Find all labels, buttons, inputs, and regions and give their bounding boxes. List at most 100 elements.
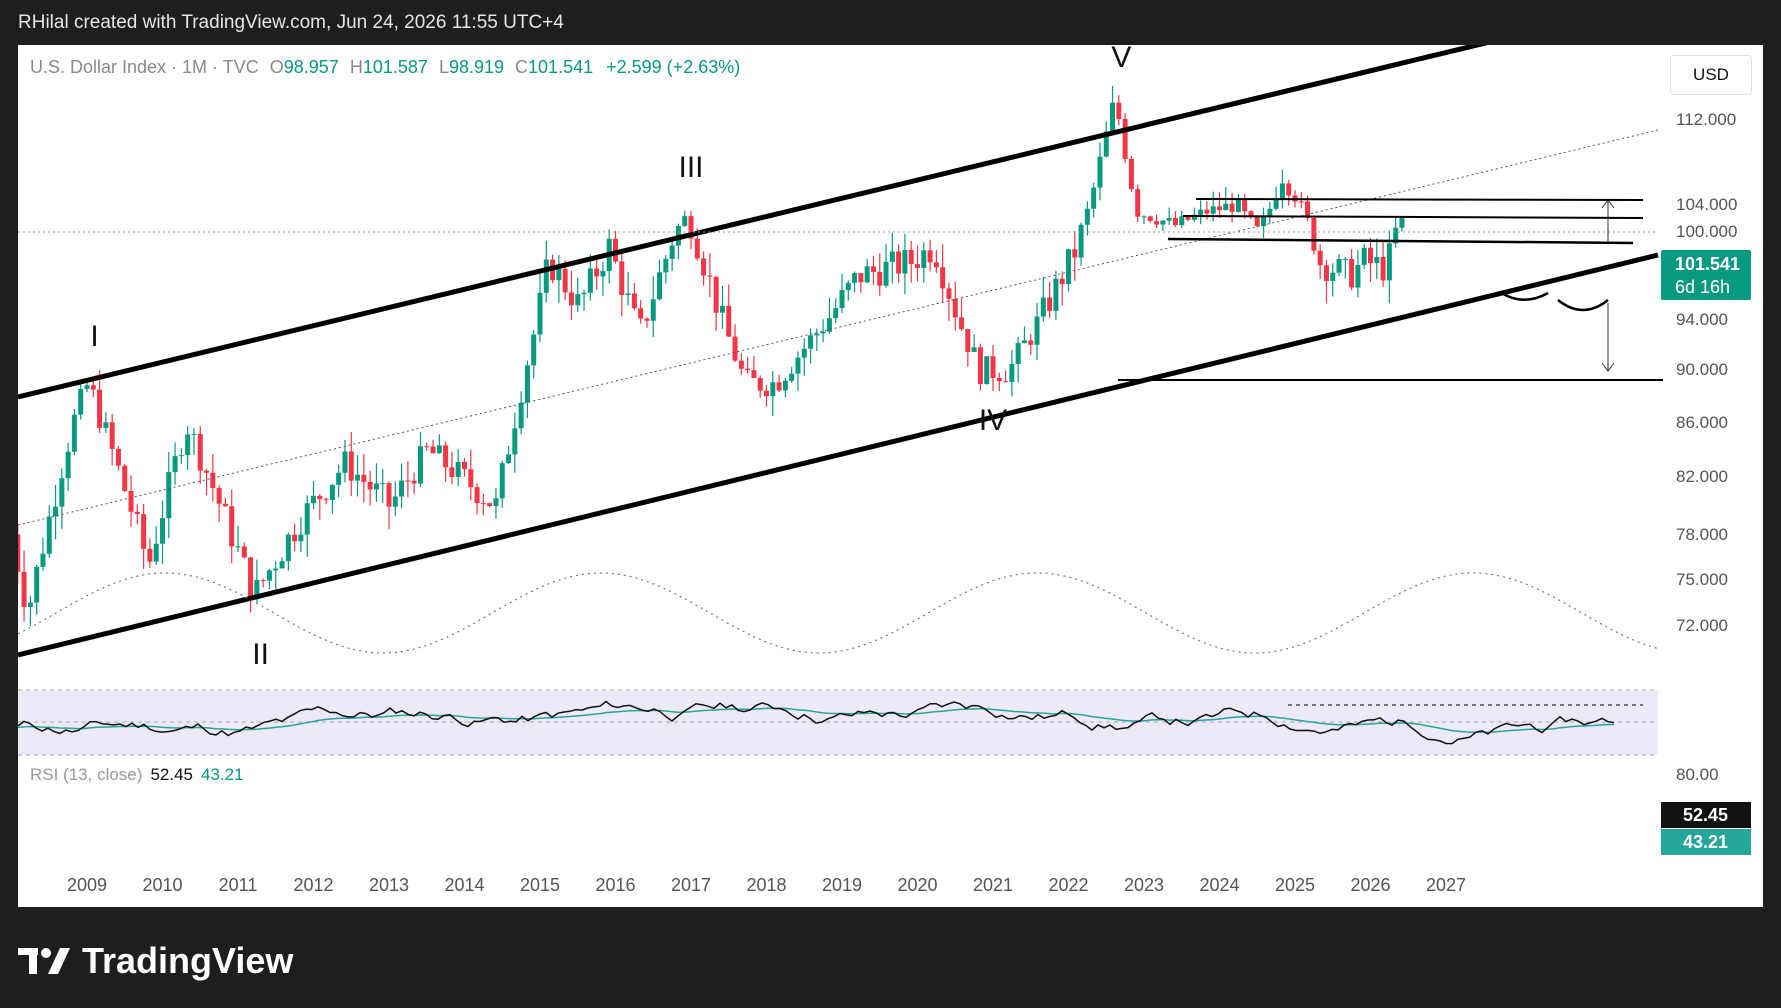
- candle-body: [852, 273, 858, 283]
- price-tick-label: 104.000: [1676, 195, 1738, 214]
- wave-label: I: [90, 320, 99, 354]
- candle-body: [336, 472, 342, 485]
- candle-body: [53, 506, 59, 517]
- candle-body: [896, 251, 902, 274]
- candle-body: [1311, 217, 1317, 251]
- candle-body: [27, 602, 33, 607]
- candle-body: [386, 483, 392, 507]
- candle-body: [814, 333, 820, 336]
- rsi-value-tag: 52.45: [1661, 802, 1751, 828]
- time-tick-label: 2017: [670, 875, 712, 895]
- candle-body: [694, 238, 700, 259]
- candle-body: [631, 293, 637, 309]
- candle-body: [782, 380, 788, 391]
- candle-body: [644, 318, 650, 321]
- candle-body: [361, 474, 367, 482]
- candle-body: [103, 422, 109, 428]
- candle-body: [178, 455, 184, 457]
- time-tick-label: 2013: [368, 875, 410, 895]
- chart-panel[interactable]: U.S. Dollar Index · 1M · TVC O98.957 H10…: [18, 41, 1763, 907]
- candle-body: [147, 548, 153, 562]
- candle-body: [638, 308, 644, 319]
- price-tick-label: 72.000: [1676, 616, 1728, 635]
- rsi-legend: RSI (13, close) 52.45 43.21: [30, 765, 244, 785]
- candle-body: [801, 348, 807, 358]
- candle-body: [575, 294, 581, 306]
- time-tick-label: 2023: [1123, 875, 1165, 895]
- candle-body: [1380, 256, 1386, 281]
- open-value: 98.957: [283, 57, 339, 77]
- rsi-ma-tag-text: 43.21: [1683, 832, 1729, 852]
- candle-body: [669, 245, 675, 259]
- candle-body: [323, 499, 329, 501]
- mid-channel-line: [18, 129, 1659, 526]
- candle-body: [399, 480, 405, 497]
- candle-body: [1217, 206, 1222, 211]
- candle-body: [858, 273, 864, 283]
- candle-body: [1229, 203, 1235, 212]
- candle-body: [531, 334, 537, 366]
- candle-body: [430, 446, 436, 454]
- candle-body: [613, 238, 618, 262]
- time-tick-label: 2020: [897, 875, 938, 895]
- candle-body: [417, 446, 423, 484]
- candle-body: [1254, 216, 1260, 227]
- candle-body: [487, 503, 493, 507]
- candle-body: [46, 516, 52, 554]
- candle-body: [1336, 259, 1342, 273]
- time-tick-label: 2022: [1048, 875, 1089, 895]
- candle-body: [1047, 297, 1053, 311]
- wave-label: III: [678, 151, 704, 185]
- candle-body: [191, 433, 197, 435]
- candle-body: [789, 373, 795, 381]
- candle-body: [1097, 156, 1103, 188]
- candle-body: [971, 347, 977, 352]
- candle-body: [197, 433, 203, 471]
- upper-channel-line: [18, 45, 1488, 400]
- currency-button[interactable]: USD: [1670, 55, 1752, 95]
- candle-body: [883, 261, 889, 286]
- candle-body: [959, 317, 965, 330]
- candle-body: [424, 446, 430, 448]
- time-tick-label: 2015: [519, 875, 561, 895]
- candle-body: [134, 511, 140, 515]
- candle-body: [839, 290, 845, 309]
- candle-body: [499, 463, 505, 499]
- candle-body: [751, 370, 757, 378]
- candle-body: [713, 276, 719, 313]
- candle-body: [1015, 343, 1021, 365]
- candle-body: [34, 566, 40, 603]
- candle-body: [185, 434, 191, 456]
- candle-body: [1053, 278, 1059, 311]
- low-value: 98.919: [448, 57, 505, 77]
- time-tick-label: 2010: [142, 875, 183, 895]
- last-price-value: 101.541: [1675, 254, 1741, 274]
- rsi-ma-tag: 43.21: [1661, 829, 1751, 855]
- rsi-value-tag-text: 52.45: [1683, 805, 1729, 825]
- candle-body: [241, 546, 247, 558]
- candle-body: [1349, 258, 1355, 288]
- time-tick-label: 2012: [293, 875, 334, 895]
- candle-body: [581, 292, 587, 295]
- candle-body: [965, 329, 971, 352]
- price-tick-label: 75.000: [1676, 570, 1728, 589]
- bottom-arc-right: [1557, 299, 1609, 312]
- candle-body: [449, 467, 455, 477]
- candle-body: [273, 568, 279, 571]
- candle-body: [1009, 364, 1015, 382]
- time-tick-label: 2026: [1350, 875, 1391, 895]
- candle-body: [1298, 201, 1304, 203]
- price-chart[interactable]: [18, 45, 1763, 907]
- high-key: H: [349, 57, 363, 77]
- candle-body: [122, 465, 128, 491]
- candle-body: [833, 308, 839, 319]
- candle-body: [738, 360, 744, 369]
- candle-body: [1191, 214, 1197, 220]
- candle-body: [373, 483, 379, 490]
- time-tick-label: 2019: [821, 875, 863, 895]
- close-key: C: [515, 57, 529, 77]
- candle-body: [1261, 216, 1267, 227]
- candle-body: [65, 451, 71, 479]
- candle-body: [248, 557, 254, 600]
- candle-body: [216, 488, 222, 504]
